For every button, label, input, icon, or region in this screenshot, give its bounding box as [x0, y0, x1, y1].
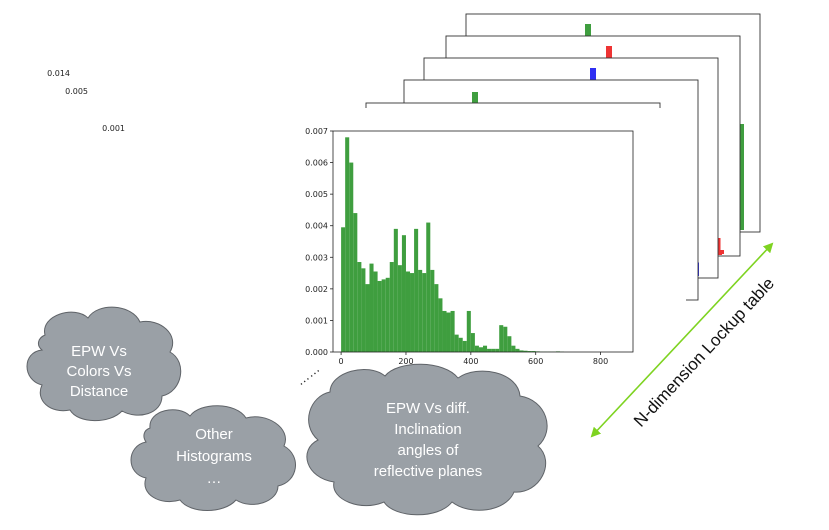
front-chart-frame	[268, 108, 686, 370]
frame-y-tick: 0.005	[65, 87, 88, 96]
histogram-bar	[365, 284, 370, 352]
frame-y-tick: 0.001	[102, 124, 125, 133]
cloud-epw-colors-distance: EPW Vs Colors Vs Distance	[26, 306, 182, 422]
histogram-bar	[511, 345, 516, 352]
histogram-bar	[381, 279, 386, 352]
x-tick-label: 600	[528, 357, 543, 366]
cloud-shape	[306, 363, 548, 516]
histogram-bar	[401, 235, 406, 352]
cloud-middle-line-3: …	[207, 470, 222, 487]
cloud-right-line-2: Inclination	[394, 421, 462, 438]
histogram-bar	[478, 347, 483, 352]
histogram-bar	[474, 345, 479, 352]
y-tick-label: 0.004	[305, 222, 328, 231]
histogram-bar	[345, 137, 350, 352]
histogram-bar	[466, 310, 471, 352]
histogram-bar	[373, 271, 378, 352]
histogram-bar	[458, 337, 463, 352]
histogram-bar	[393, 228, 398, 352]
x-tick-label: 400	[463, 357, 478, 366]
histogram-bar	[531, 351, 536, 352]
cloud-right-line-3: angles of	[398, 442, 460, 459]
histogram-bar	[438, 298, 443, 352]
histogram-bar	[430, 269, 435, 352]
histogram-bar	[410, 273, 415, 352]
histogram-bar	[405, 271, 411, 352]
histogram-bar	[397, 265, 402, 352]
histogram-bar	[454, 334, 459, 352]
cloud-shape	[26, 306, 182, 422]
histogram-bar	[414, 228, 419, 352]
y-tick-label: 0.002	[305, 285, 328, 294]
histogram-bar	[503, 326, 508, 352]
histogram-bar	[515, 348, 520, 352]
edge-bar	[737, 124, 744, 230]
histogram-bar	[446, 312, 451, 352]
histogram-bar	[422, 273, 427, 352]
histogram-bars	[341, 137, 565, 352]
histogram-bar	[385, 277, 390, 352]
histogram-bar	[361, 268, 366, 352]
histogram-bar	[491, 348, 496, 352]
histogram-bar	[357, 262, 362, 352]
cloud-left-line-1: EPW Vs	[71, 343, 127, 360]
cloud-shape	[130, 405, 296, 511]
peak-bar	[606, 46, 612, 58]
y-tick-label: 0.000	[305, 348, 328, 357]
histogram-bar	[519, 350, 524, 352]
cloud-right-line-1: EPW Vs diff.	[386, 400, 470, 417]
front-histogram-chart: 0.000 0.001 0.002 0.003 0.004 0.005 0.006 0.007…	[268, 108, 686, 370]
peak-bar	[590, 68, 596, 82]
histogram-bar	[341, 227, 346, 352]
cloud-middle-line-1: Other	[195, 426, 233, 443]
plot-area-border	[332, 130, 634, 353]
cloud-middle-line-2: Histograms	[176, 448, 252, 465]
y-tick-label: 0.005	[305, 190, 328, 199]
x-tick-label: 0	[339, 357, 344, 366]
histogram-bar	[442, 310, 447, 352]
histogram-bar	[462, 340, 467, 352]
lookup-table-arrow	[590, 242, 774, 438]
histogram-bar	[377, 280, 382, 352]
y-tick-label: 0.001	[305, 316, 328, 325]
cloud-other-histograms: Other Histograms …	[130, 405, 296, 511]
cloud-right-line-4: reflective planes	[374, 463, 482, 480]
histogram-bar	[523, 350, 528, 352]
histogram-bar	[349, 162, 354, 352]
histogram-bar	[353, 213, 358, 352]
histogram-bar	[470, 333, 475, 352]
histogram-bar	[369, 263, 374, 352]
histogram-bar	[389, 262, 394, 352]
histogram-bar	[507, 336, 512, 352]
histogram-bar	[434, 284, 439, 352]
histogram-bar	[495, 348, 500, 352]
y-axis-ticks: 0.000 0.001 0.002 0.003 0.004 0.005 0.006 0.007	[305, 127, 333, 357]
histogram-bar	[418, 269, 423, 352]
y-tick-label: 0.007	[305, 127, 328, 136]
histogram-bar	[499, 325, 504, 352]
histogram-bar	[426, 222, 431, 352]
y-tick-label: 0.003	[305, 253, 328, 262]
cloud-epw-inclination: EPW Vs diff. Inclination angles of refle…	[306, 363, 548, 516]
x-tick-label: 800	[593, 357, 608, 366]
y-tick-label: 0.006	[305, 159, 328, 168]
histogram-bar	[483, 345, 488, 352]
x-tick-label: 200	[398, 357, 413, 366]
peak-bar	[585, 24, 591, 36]
peak-bar	[472, 92, 478, 106]
cloud-left-line-2: Colors Vs	[66, 363, 131, 380]
frame-y-tick: 0.014	[47, 69, 70, 78]
cloud-left-line-3: Distance	[70, 383, 128, 400]
histogram-bar	[450, 310, 455, 352]
histogram-bar	[527, 351, 532, 352]
histogram-bar	[487, 348, 492, 352]
